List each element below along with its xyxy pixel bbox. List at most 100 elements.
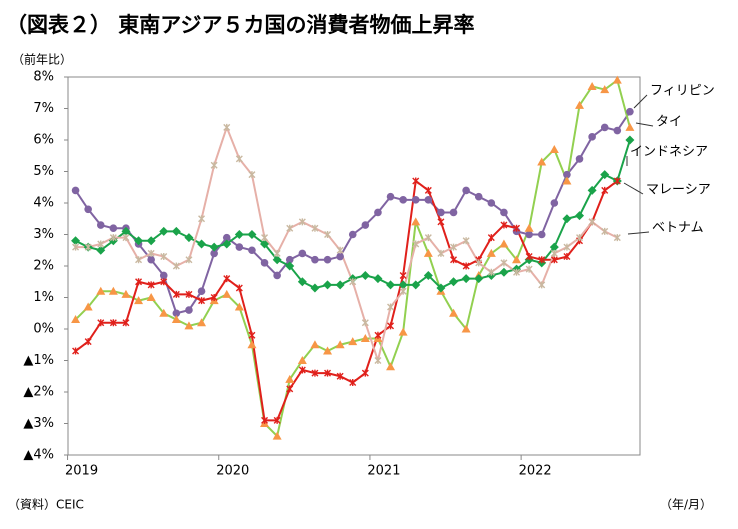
point — [588, 218, 596, 226]
point — [172, 262, 180, 270]
point — [424, 234, 432, 242]
point — [97, 240, 105, 248]
point — [96, 286, 106, 295]
point — [184, 321, 194, 330]
point — [185, 290, 193, 298]
point — [234, 230, 244, 239]
point — [197, 287, 206, 296]
point — [323, 255, 332, 264]
point — [324, 231, 332, 238]
point — [298, 249, 307, 258]
point — [538, 256, 546, 264]
point — [260, 259, 269, 267]
label-arrow — [627, 231, 650, 235]
point — [210, 294, 218, 301]
point — [349, 379, 357, 387]
y-tick-label: ▲3% — [23, 416, 54, 431]
source: （資料）CEIC — [8, 498, 84, 512]
point — [197, 239, 207, 249]
point — [223, 123, 231, 131]
point — [525, 230, 533, 239]
point — [72, 347, 80, 355]
point — [449, 308, 459, 317]
x-axis-label: （年/月） — [660, 498, 712, 512]
point — [311, 369, 319, 377]
point — [310, 340, 320, 349]
point — [360, 333, 370, 342]
point — [335, 340, 345, 349]
point — [626, 107, 634, 116]
point — [260, 239, 270, 249]
point — [550, 199, 559, 207]
series-label: タイ — [656, 115, 682, 130]
point — [159, 308, 169, 317]
point — [261, 234, 269, 242]
point — [121, 226, 131, 236]
point — [336, 252, 344, 261]
point — [576, 234, 584, 242]
point — [361, 319, 369, 327]
point — [159, 226, 169, 236]
point — [147, 255, 155, 264]
point — [285, 261, 295, 271]
point — [223, 275, 231, 283]
point — [297, 356, 307, 364]
point — [563, 243, 571, 251]
point — [261, 416, 269, 424]
point — [500, 208, 508, 217]
point — [348, 337, 358, 346]
point — [549, 242, 559, 252]
point — [335, 280, 345, 290]
point — [323, 346, 333, 355]
point — [109, 224, 118, 232]
point — [462, 186, 470, 195]
point — [247, 340, 257, 349]
point — [273, 249, 281, 257]
point — [324, 369, 332, 377]
point — [487, 199, 496, 207]
point — [71, 186, 80, 195]
point — [512, 255, 522, 264]
point — [147, 249, 155, 257]
point — [462, 237, 470, 245]
point — [399, 196, 407, 204]
point — [461, 324, 471, 333]
point — [487, 268, 495, 276]
point — [297, 277, 307, 287]
point — [109, 234, 117, 242]
y-tick-label: 7% — [33, 101, 54, 116]
point — [437, 249, 445, 257]
point — [450, 243, 458, 251]
point — [97, 319, 105, 327]
point — [235, 284, 243, 292]
point — [72, 243, 80, 251]
point — [84, 243, 92, 251]
point — [198, 297, 206, 305]
point — [349, 278, 357, 286]
point — [600, 85, 610, 94]
point — [84, 338, 92, 346]
point — [474, 192, 483, 201]
point — [499, 239, 509, 248]
point — [109, 319, 117, 327]
y-tick-label: 3% — [33, 227, 54, 242]
point — [311, 224, 319, 232]
point — [336, 372, 344, 380]
point — [311, 255, 319, 264]
point — [549, 144, 559, 153]
point — [387, 322, 395, 330]
point — [209, 242, 219, 252]
point — [310, 283, 320, 293]
point — [449, 277, 459, 287]
point — [134, 296, 144, 305]
point — [587, 81, 597, 90]
point — [562, 214, 572, 224]
y-tick-label: 4% — [33, 196, 54, 211]
point — [474, 274, 484, 284]
point — [71, 315, 81, 324]
point — [146, 293, 156, 301]
series-line — [74, 179, 618, 422]
point — [423, 270, 433, 280]
y-tick-label: 6% — [33, 133, 54, 148]
point — [323, 280, 333, 290]
